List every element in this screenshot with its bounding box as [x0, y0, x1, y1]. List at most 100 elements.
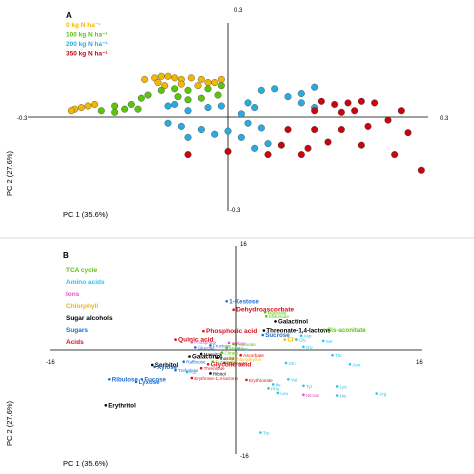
panel-a-point — [357, 97, 365, 105]
loading-point — [227, 341, 231, 345]
panel-a-point — [391, 151, 399, 159]
panel-a-point — [184, 151, 192, 159]
loading-label: Lyxose — [139, 379, 161, 386]
panel-b-legend-entry: Sugars — [66, 327, 88, 334]
loading-label: Sorbitol — [155, 362, 179, 369]
panel-a-point — [184, 86, 192, 94]
loading-label: His — [340, 394, 347, 399]
panel-b-y-label: PC 2 (27.6%) — [5, 400, 14, 446]
panel-a-point — [77, 104, 85, 112]
loading-label: Cl⁻ — [287, 337, 296, 344]
panel-a-point — [204, 85, 212, 93]
panel-a-point — [211, 79, 219, 87]
loading-point — [299, 334, 303, 338]
panel-a-legend-entry: 200 kg N ha⁻¹ — [66, 41, 108, 48]
loading-label: Cis-aconitate — [327, 327, 366, 334]
loading-point — [230, 357, 233, 361]
loading-point — [239, 353, 242, 357]
loading-point — [134, 380, 138, 384]
panel-a-legend-entry: 350 kg N ha⁻¹ — [66, 51, 108, 58]
loading-label: Succinate — [215, 360, 236, 365]
panel-a-point — [177, 80, 185, 88]
panel-a-point — [171, 100, 179, 108]
panel-a-point — [97, 107, 105, 115]
panel-b-legend-entry: Sugar alcohols — [66, 315, 113, 322]
loading-label: Ribitol — [213, 371, 226, 376]
panel-a-point — [237, 133, 245, 141]
panel-a-point — [171, 85, 179, 93]
loading-point — [348, 363, 352, 366]
panel-a-letter: A — [66, 11, 72, 20]
panel-a-point — [384, 116, 392, 124]
loading-label: Malonate — [268, 310, 287, 315]
loading-label: Phosphate — [194, 340, 216, 345]
panel-b-ymax-tick: 16 — [240, 242, 247, 248]
panel-a-point — [161, 82, 169, 90]
loading-point — [302, 384, 305, 388]
panel-b-xmax-tick: 16 — [416, 360, 423, 366]
panel-a-legend-entry: 100 kg N ha⁻¹ — [66, 32, 108, 39]
panel-a-point — [297, 99, 305, 107]
loading-point — [331, 353, 334, 357]
panel-a-point — [311, 126, 319, 134]
loading-point — [151, 363, 154, 367]
loading-point — [209, 372, 212, 375]
loading-point — [174, 368, 177, 372]
loading-label: Galactinol — [192, 354, 222, 361]
loading-point — [284, 361, 288, 365]
loading-label: Malate — [229, 346, 243, 351]
loading-point — [182, 360, 185, 364]
loading-label: Glycolic acid — [211, 361, 252, 368]
panel-a-legend-entry: 0 kg N ha⁻¹ — [66, 22, 101, 29]
panel-a-point — [204, 104, 212, 112]
loading-point — [174, 338, 177, 341]
panel-a-point — [257, 86, 265, 94]
loading-point — [199, 366, 203, 370]
loading-label: Nitrate — [306, 393, 320, 398]
panel-b-ymin-tick: -16 — [240, 454, 249, 460]
loading-label: Threonate — [204, 366, 225, 371]
loading-label: Erythrose-1,4-lactone — [194, 376, 238, 381]
panel-a-point — [137, 94, 145, 102]
panel-a-point — [284, 93, 292, 101]
loading-label: Glycerate — [227, 361, 247, 366]
loading-point — [267, 387, 270, 390]
loading-point — [216, 356, 219, 360]
loading-point — [262, 329, 266, 332]
panel-a-point — [311, 83, 319, 91]
panel-a-point — [197, 75, 205, 83]
panel-a-point — [251, 104, 259, 112]
panel-a-point — [177, 122, 185, 130]
loading-label: Inositol — [220, 356, 235, 361]
loading-point — [188, 355, 191, 358]
loading-label: Asn — [352, 362, 360, 367]
loading-point — [220, 351, 224, 354]
loading-label: Leu — [280, 391, 288, 396]
loading-label: Sucrose — [265, 332, 290, 339]
loading-point — [237, 347, 240, 351]
loading-label: Ribulose — [112, 376, 139, 383]
loading-label: Ile — [276, 382, 281, 387]
loading-point — [223, 361, 226, 365]
loading-point — [190, 340, 194, 344]
panel-a-point — [371, 99, 379, 107]
loading-label: Val — [291, 377, 297, 382]
loading-point — [206, 363, 210, 366]
panel-a-ymin-tick: -0.3 — [230, 208, 241, 214]
loading-label: Xylose — [157, 364, 178, 371]
loading-point — [245, 378, 248, 382]
panel-a-point — [164, 119, 172, 127]
panel-a-point — [197, 94, 205, 102]
loading-label: Thr — [335, 353, 342, 358]
loading-label: 1-Kestose — [229, 298, 259, 305]
panel-a-point — [244, 119, 252, 127]
panel-a-point — [157, 72, 165, 80]
panel-a-point — [127, 100, 135, 108]
loading-label: Glu — [299, 338, 307, 343]
panel-a-point — [251, 144, 259, 152]
panel-a-point — [264, 151, 272, 159]
loading-point — [375, 392, 378, 395]
loading-label: Gly — [306, 345, 314, 350]
loading-point — [225, 346, 228, 350]
panel-b-legend-entry: Amino acids — [66, 279, 105, 286]
